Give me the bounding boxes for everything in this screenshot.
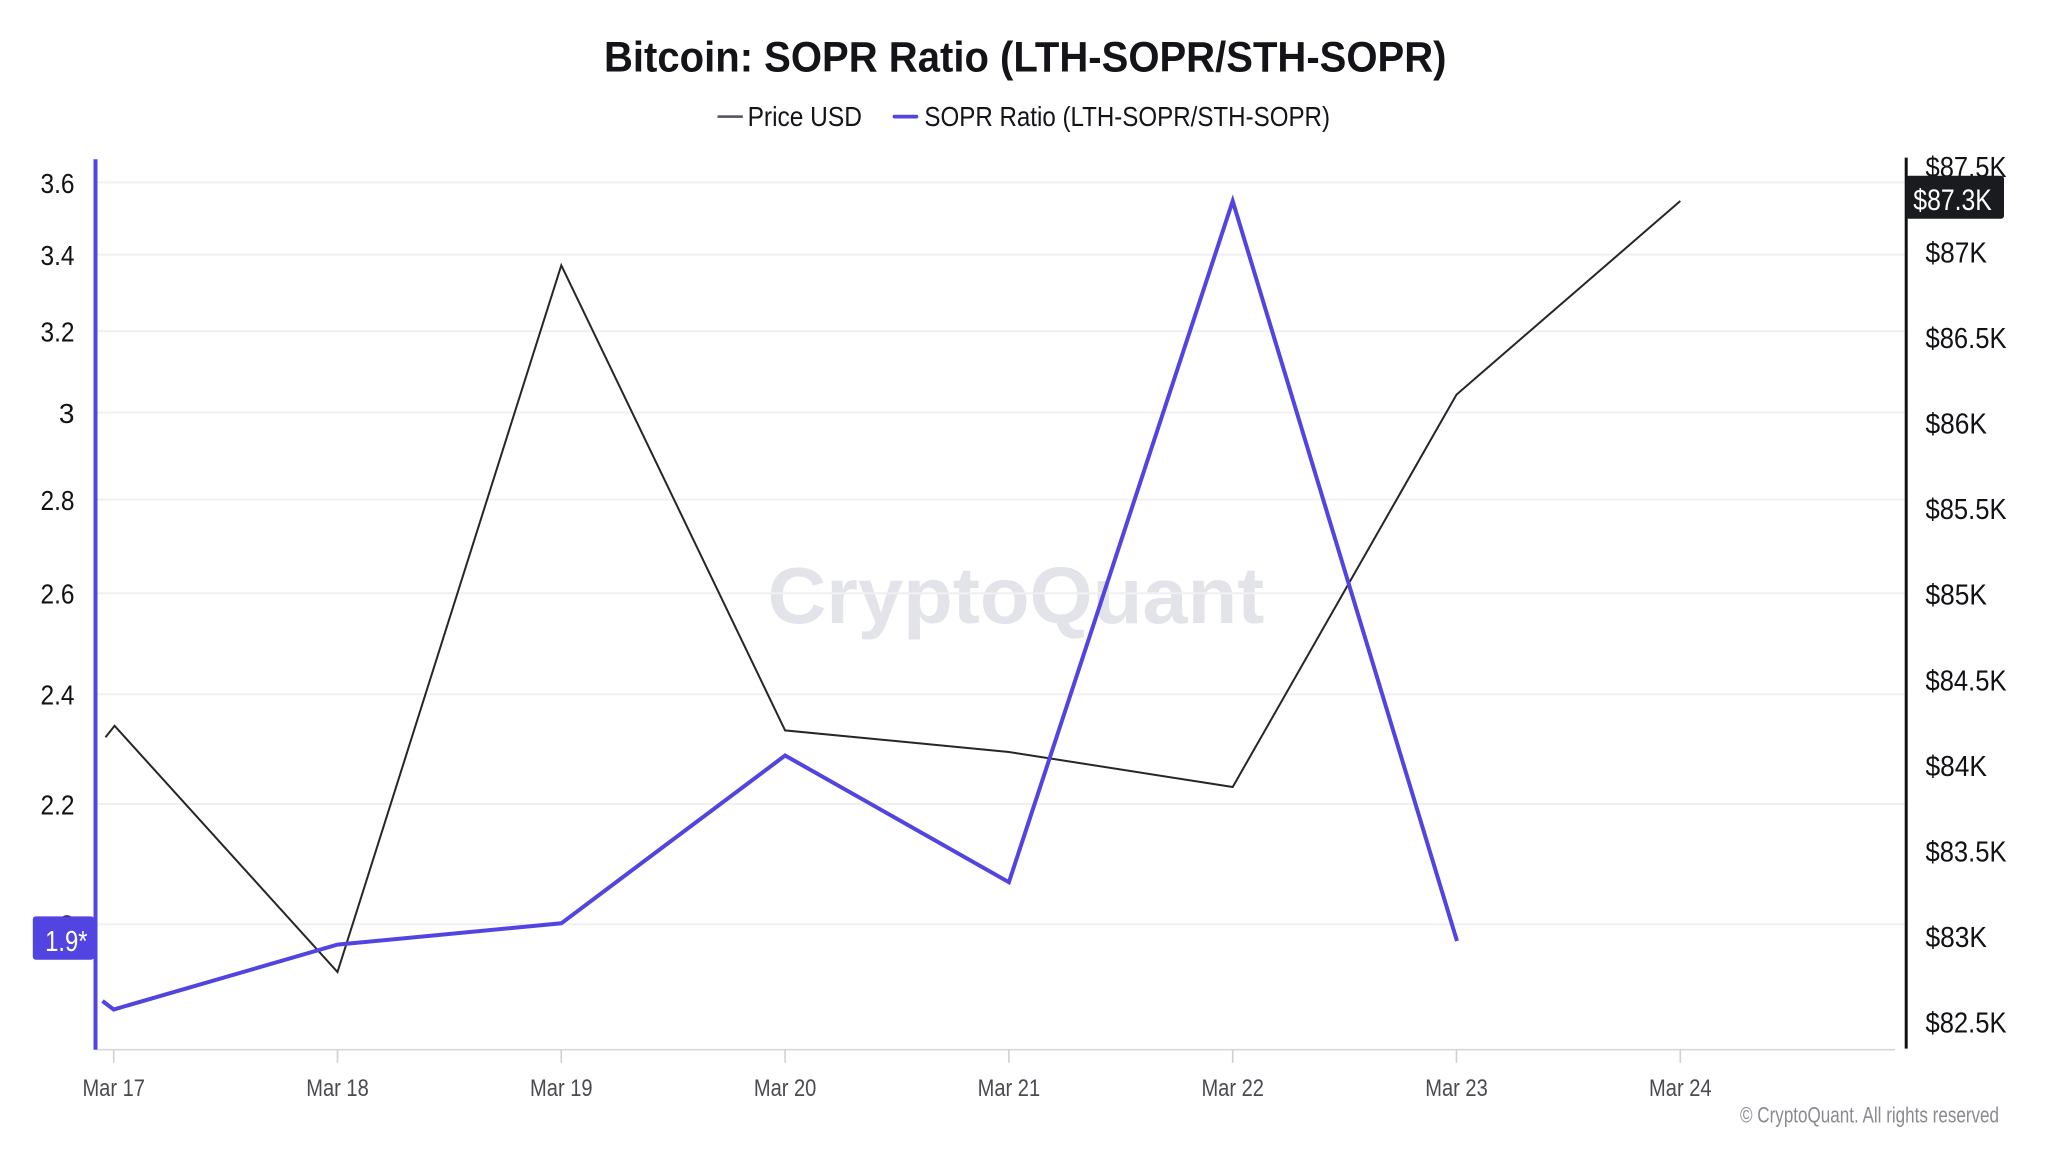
svg-text:$85K: $85K [1926,580,1988,612]
svg-text:$82.5K: $82.5K [1926,1007,2008,1039]
svg-text:$84.5K: $84.5K [1926,665,2008,697]
svg-text:3.4: 3.4 [41,240,75,271]
svg-text:$83.5K: $83.5K [1926,836,2008,868]
svg-text:$85.5K: $85.5K [1926,494,2008,526]
svg-text:© CryptoQuant. All rights rese: © CryptoQuant. All rights reserved [1740,1103,1999,1128]
svg-text:$84K: $84K [1926,751,1988,783]
svg-text:Mar 17: Mar 17 [82,1075,145,1102]
svg-text:2.2: 2.2 [41,789,75,820]
svg-text:2.4: 2.4 [41,680,75,711]
svg-text:Mar 18: Mar 18 [306,1075,369,1102]
svg-text:$86K: $86K [1926,409,1988,441]
svg-text:Mar 24: Mar 24 [1649,1075,1712,1102]
svg-text:$86.5K: $86.5K [1926,323,2008,355]
svg-text:Mar 21: Mar 21 [978,1075,1041,1102]
svg-text:Mar 20: Mar 20 [754,1075,817,1102]
svg-text:3.6: 3.6 [41,168,75,199]
svg-text:2.6: 2.6 [41,579,75,610]
svg-text:3: 3 [59,398,75,429]
svg-text:$87.3K: $87.3K [1913,184,1992,217]
svg-text:1.9*: 1.9* [45,926,88,958]
svg-text:Price USD: Price USD [748,101,862,132]
svg-text:Bitcoin: SOPR Ratio (LTH-SOPR/: Bitcoin: SOPR Ratio (LTH-SOPR/STH-SOPR) [604,34,1447,82]
svg-text:CryptoQuant: CryptoQuant [768,551,1265,640]
svg-text:Mar 19: Mar 19 [530,1075,593,1102]
svg-text:Mar 22: Mar 22 [1201,1075,1264,1102]
svg-text:2.8: 2.8 [41,485,75,516]
svg-text:SOPR Ratio (LTH-SOPR/STH-SOPR): SOPR Ratio (LTH-SOPR/STH-SOPR) [924,101,1330,132]
svg-text:3.2: 3.2 [41,317,75,348]
svg-text:$87K: $87K [1926,238,1988,270]
svg-text:Mar 23: Mar 23 [1425,1075,1488,1102]
svg-text:$83K: $83K [1926,922,1988,954]
